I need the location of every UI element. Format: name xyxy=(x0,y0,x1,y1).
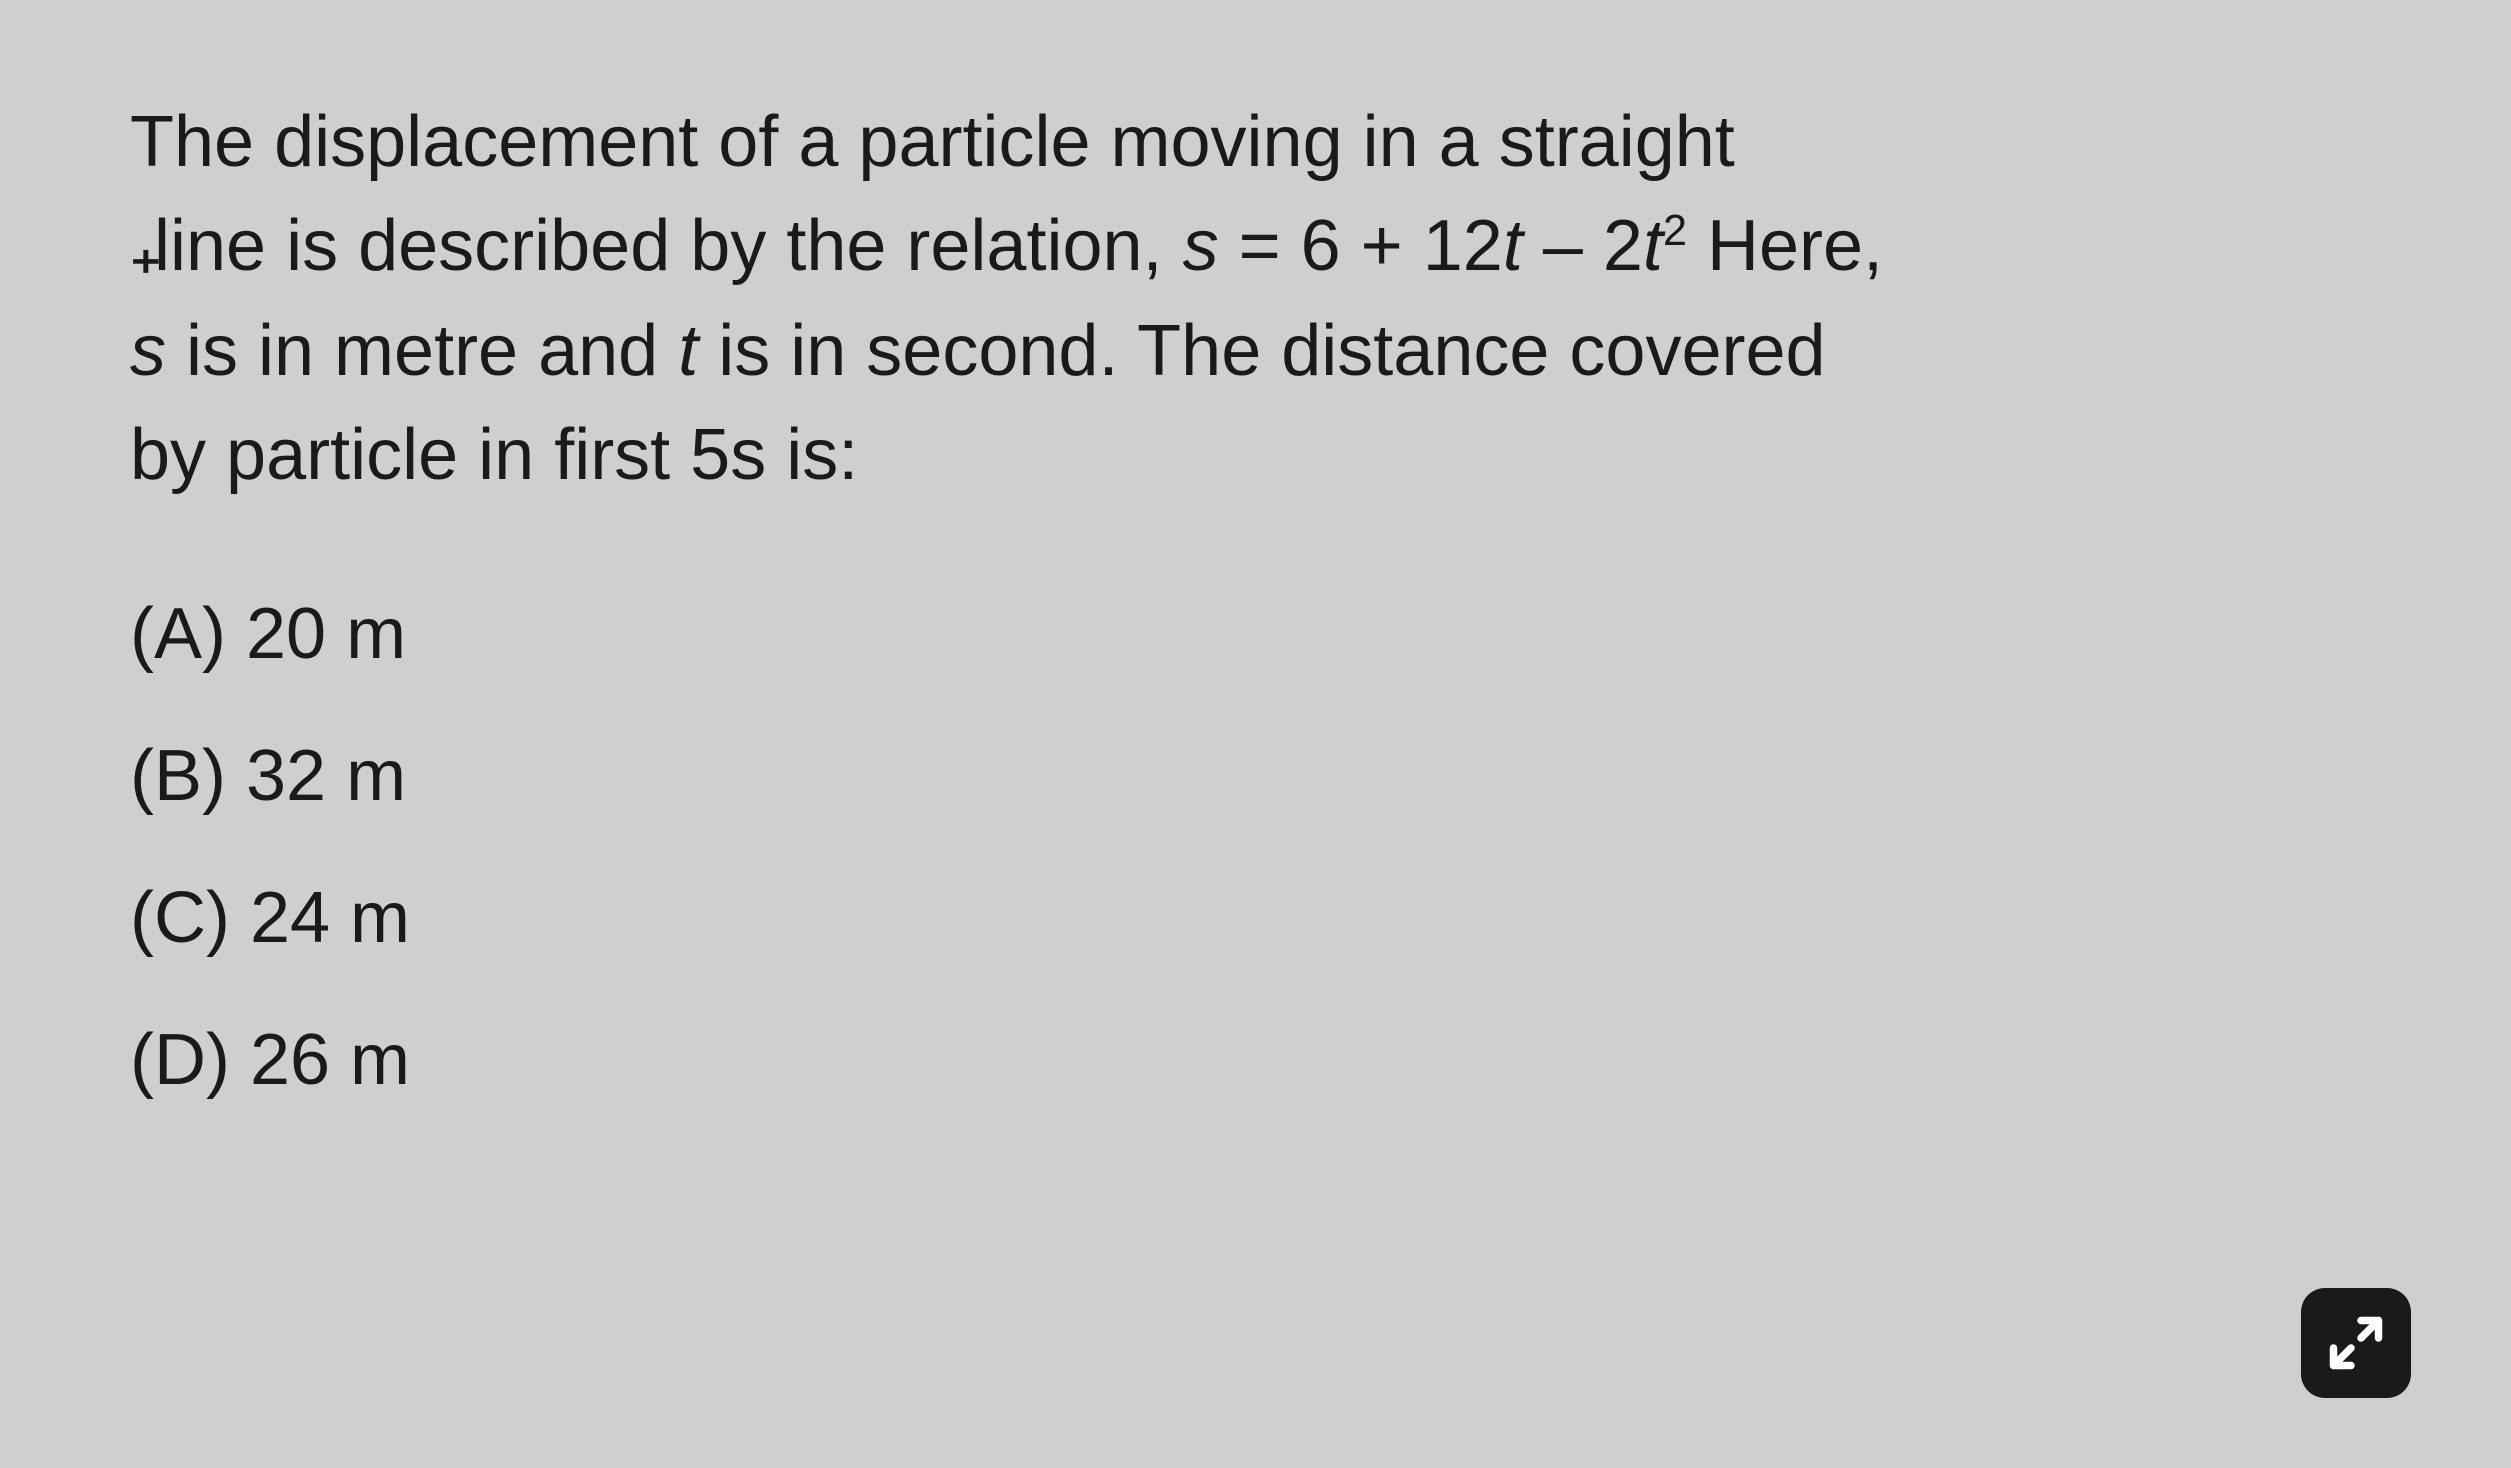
question-line1: The displacement of a particle moving in… xyxy=(130,102,1735,182)
eq-minus: – 2 xyxy=(1523,206,1643,286)
q-line2-prefix: line is described by the relation, xyxy=(154,206,1183,286)
q-line3-d: is in second. The distance covered xyxy=(698,311,1825,391)
option-d-label: (D) 26 m xyxy=(130,1020,410,1100)
q-line3-b: is in metre and xyxy=(166,311,678,391)
options-list: (A) 20 m (B) 32 m (C) 24 m (D) 26 m xyxy=(130,598,2401,1096)
q-line3-s: s xyxy=(130,311,166,391)
option-b[interactable]: (B) 32 m xyxy=(130,740,2401,812)
question-text: The displacement of a particle moving in… xyxy=(130,90,2401,508)
option-d[interactable]: (D) 26 m xyxy=(130,1024,2401,1096)
option-c[interactable]: (C) 24 m xyxy=(130,882,2401,954)
eq-t1: t xyxy=(1503,206,1523,286)
option-a-label: (A) 20 m xyxy=(130,594,406,674)
eq-s: s xyxy=(1183,206,1219,286)
line-tick-mark: ₊ xyxy=(130,208,154,295)
eq-equals: = 6 + 12 xyxy=(1219,206,1503,286)
expand-icon xyxy=(2326,1313,2386,1373)
q-line2-suffix: Here, xyxy=(1687,206,1883,286)
q-line4: by particle in first 5s is: xyxy=(130,415,858,495)
option-c-label: (C) 24 m xyxy=(130,878,410,958)
eq-t2: t xyxy=(1643,206,1663,286)
option-b-label: (B) 32 m xyxy=(130,736,406,816)
expand-button[interactable] xyxy=(2301,1288,2411,1398)
q-line3-t: t xyxy=(678,311,698,391)
option-a[interactable]: (A) 20 m xyxy=(130,598,2401,670)
eq-sup2: 2 xyxy=(1663,207,1687,255)
question-page: The displacement of a particle moving in… xyxy=(0,0,2511,1226)
